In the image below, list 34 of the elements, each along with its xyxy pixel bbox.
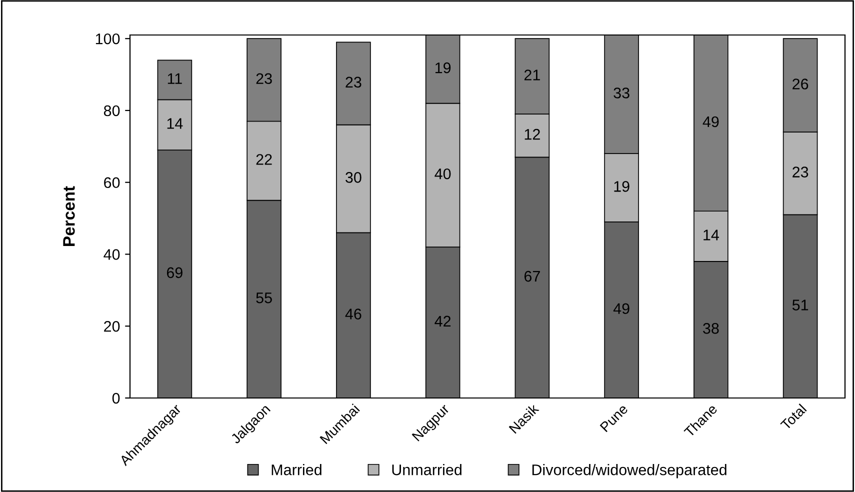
- y-tick-label: 100: [96, 33, 120, 44]
- data-label: 33: [614, 88, 630, 98]
- data-label: 14: [704, 230, 719, 240]
- y-tick-label: 80: [104, 105, 120, 116]
- data-label: 49: [702, 116, 719, 128]
- data-label: 11: [168, 73, 182, 84]
- data-label: 19: [614, 181, 630, 192]
- y-tick-label: 20: [104, 320, 120, 332]
- data-label: 38: [703, 322, 719, 334]
- data-label: 30: [346, 172, 362, 183]
- data-label: 46: [345, 308, 362, 320]
- data-label: 21: [524, 70, 540, 80]
- legend-label: Divorced/widowed/separated: [532, 464, 726, 478]
- legend-label: Married: [272, 464, 322, 476]
- data-label: 67: [524, 270, 540, 282]
- legend-label: Unmarried: [392, 464, 462, 476]
- data-label: 22: [256, 154, 272, 165]
- y-tick-label: 0: [112, 392, 120, 404]
- data-label: 69: [166, 267, 182, 278]
- data-label: 14: [167, 118, 183, 129]
- data-label: 49: [613, 303, 630, 314]
- data-label: 26: [792, 78, 808, 90]
- y-tick-label: 40: [104, 249, 120, 260]
- data-label: 42: [434, 316, 451, 326]
- data-label: 23: [256, 73, 272, 84]
- data-label: 51: [792, 300, 808, 310]
- data-label: 23: [346, 76, 362, 88]
- data-label: 12: [524, 128, 540, 140]
- data-label: 19: [435, 62, 451, 74]
- data-label: 40: [434, 168, 451, 180]
- data-label: 55: [256, 292, 272, 304]
- y-axis-title: Percent: [63, 186, 75, 246]
- data-label: 23: [792, 166, 808, 178]
- y-tick-label: 60: [104, 177, 120, 188]
